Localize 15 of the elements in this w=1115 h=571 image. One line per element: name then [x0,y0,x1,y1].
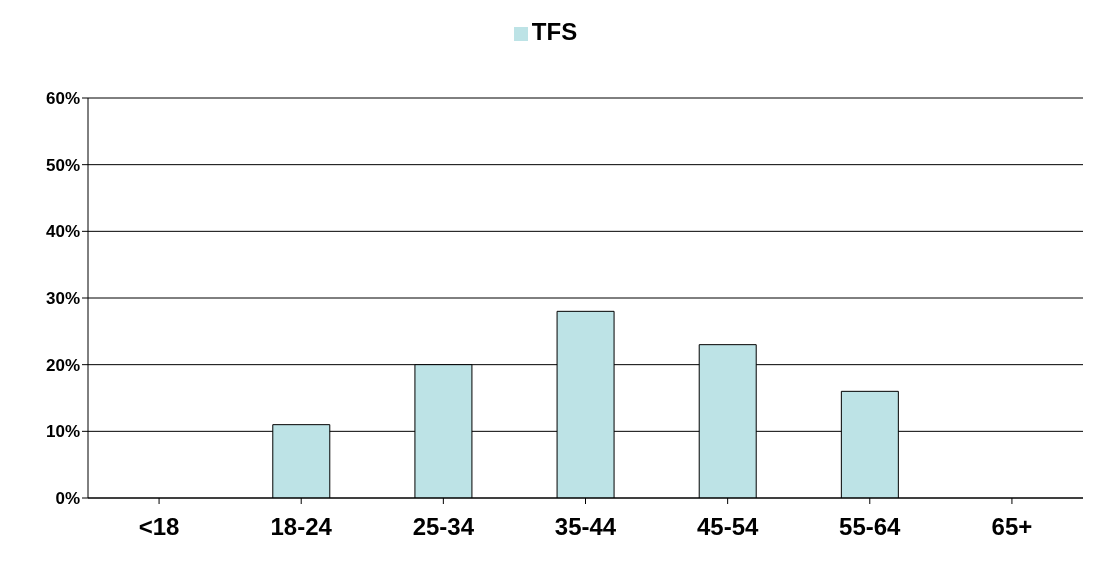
y-tick-label: 40% [45,222,80,242]
x-tick-label: 18-24 [270,513,333,541]
x-tick-label: 45-54 [696,513,759,541]
x-tick-label: <18 [138,513,180,541]
y-tick-label: 50% [45,155,80,175]
x-tick-label: 35-44 [554,513,617,541]
x-tick-label: 25-34 [412,513,475,541]
y-tick-label: 60% [45,89,80,109]
y-tick-label: 30% [45,289,80,309]
y-tick-label: 20% [45,355,80,375]
legend-label: TFS [531,18,578,45]
y-tick-label: 0% [55,489,80,509]
y-tick-label: 10% [45,422,80,442]
x-tick-label: 55-64 [839,513,902,541]
x-tick-label: 65+ [991,513,1033,541]
